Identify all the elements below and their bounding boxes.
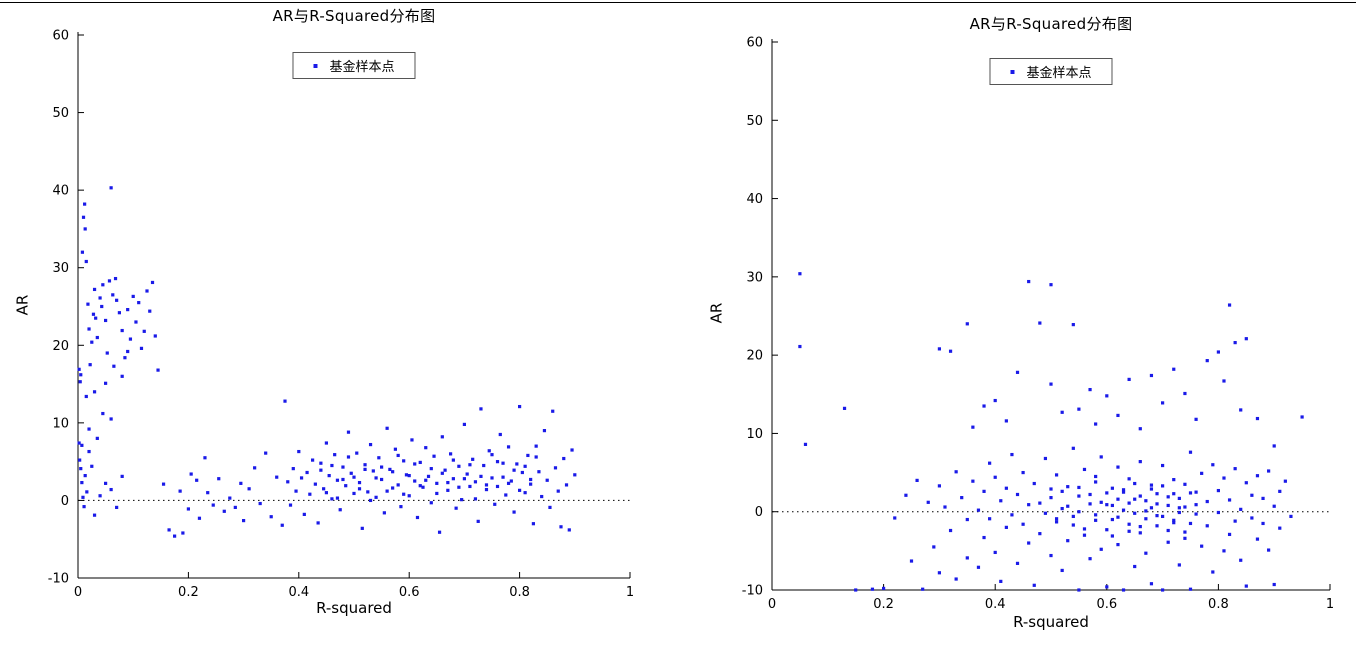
svg-text:1: 1 bbox=[1326, 597, 1334, 612]
svg-text:10: 10 bbox=[746, 427, 763, 442]
right-chart-title: AR与R-Squared分布图 bbox=[969, 15, 1133, 33]
svg-text:60: 60 bbox=[746, 36, 763, 51]
x-tick-labels: 0 0.2 0.4 0.6 0.8 1 bbox=[768, 584, 1334, 612]
right-legend-label: 基金样本点 bbox=[1026, 66, 1092, 81]
svg-text:1: 1 bbox=[626, 585, 634, 600]
svg-text:40: 40 bbox=[52, 184, 69, 199]
left-scatter-plot: 0 0.2 0.4 0.6 0.8 1 -10 0 10 20 30 40 50 60 bbox=[48, 29, 634, 601]
svg-text:0: 0 bbox=[74, 585, 82, 600]
left-chart-title: AR与R-Squared分布图 bbox=[272, 7, 436, 25]
svg-text:40: 40 bbox=[746, 192, 763, 207]
svg-text:30: 30 bbox=[746, 270, 763, 285]
axes bbox=[771, 39, 1330, 591]
right-scatter-plot: 0 0.2 0.4 0.6 0.8 1 -10 0 10 20 30 40 50 60 bbox=[742, 36, 1334, 613]
left-chart: 0 0.2 0.4 0.6 0.8 1 -10 0 10 20 30 40 50 60 AR与R-Squa… bbox=[0, 0, 660, 648]
svg-text:0: 0 bbox=[755, 505, 763, 520]
svg-text:0: 0 bbox=[768, 597, 776, 612]
svg-text:60: 60 bbox=[52, 29, 69, 44]
legend-square-marker-icon bbox=[313, 63, 318, 68]
legend-square-marker-icon bbox=[1010, 69, 1015, 74]
right-legend: 基金样本点 bbox=[989, 58, 1113, 85]
right-chart: 0 0.2 0.4 0.6 0.8 1 -10 0 10 20 30 40 50 60 AR与R-Squa… bbox=[678, 0, 1356, 648]
y-tick-labels: -10 0 10 20 30 40 50 60 bbox=[742, 36, 778, 599]
svg-text:0.4: 0.4 bbox=[985, 597, 1006, 612]
left-x-axis-label: R-squared bbox=[316, 599, 392, 617]
x-tick-labels: 0 0.2 0.4 0.6 0.8 1 bbox=[74, 572, 634, 600]
left-legend: 基金样本点 bbox=[292, 52, 416, 79]
svg-text:0.4: 0.4 bbox=[288, 585, 309, 600]
svg-text:0.6: 0.6 bbox=[1096, 597, 1117, 612]
svg-text:50: 50 bbox=[52, 106, 69, 121]
y-tick-labels: -10 0 10 20 30 40 50 60 bbox=[48, 29, 84, 587]
svg-text:30: 30 bbox=[52, 261, 69, 276]
left-legend-label: 基金样本点 bbox=[329, 60, 395, 75]
axes bbox=[77, 32, 630, 579]
data-points bbox=[77, 186, 577, 538]
data-points bbox=[798, 272, 1304, 592]
svg-text:-10: -10 bbox=[48, 572, 69, 587]
left-y-axis-label: AR bbox=[13, 294, 32, 316]
svg-text:20: 20 bbox=[52, 339, 69, 354]
svg-text:20: 20 bbox=[746, 349, 763, 364]
svg-text:10: 10 bbox=[52, 416, 69, 431]
svg-text:-10: -10 bbox=[742, 584, 763, 599]
svg-text:0.8: 0.8 bbox=[509, 585, 530, 600]
right-x-axis-label: R-squared bbox=[1013, 613, 1089, 631]
svg-text:0: 0 bbox=[61, 494, 69, 509]
svg-text:0.8: 0.8 bbox=[1208, 597, 1229, 612]
svg-text:0.6: 0.6 bbox=[399, 585, 420, 600]
figure-top-border bbox=[0, 2, 1356, 3]
svg-text:0.2: 0.2 bbox=[178, 585, 199, 600]
right-y-axis-label: AR bbox=[707, 302, 726, 324]
svg-text:0.2: 0.2 bbox=[873, 597, 894, 612]
svg-text:50: 50 bbox=[746, 114, 763, 129]
